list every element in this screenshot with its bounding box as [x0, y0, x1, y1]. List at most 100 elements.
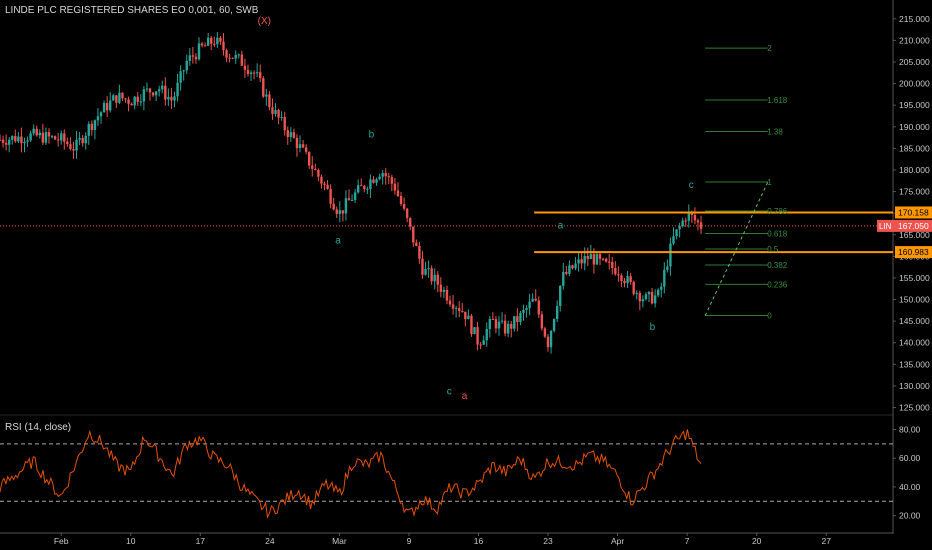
candle: [381, 173, 384, 177]
candle: [50, 136, 54, 138]
fib-trend-line[interactable]: [704, 181, 769, 316]
price-tick-label: 205.000: [899, 57, 930, 67]
candle: [424, 269, 427, 275]
candle: [559, 285, 562, 306]
candle: [479, 344, 482, 346]
candle: [675, 229, 678, 237]
candle: [409, 217, 412, 227]
candle: [304, 147, 308, 152]
price-tick-label: 135.000: [899, 359, 930, 369]
candle: [412, 226, 415, 243]
candle: [540, 314, 544, 329]
candle: [243, 65, 247, 70]
candle: [274, 109, 277, 114]
candle: [503, 320, 507, 334]
candle: [179, 71, 182, 83]
candle: [436, 274, 439, 285]
candle: [601, 258, 605, 260]
candle: [255, 72, 259, 74]
candle: [164, 85, 167, 100]
candle: [681, 220, 684, 227]
candle: [442, 289, 446, 292]
candle: [638, 292, 642, 302]
candle: [387, 176, 390, 178]
wave-label: c: [689, 180, 694, 191]
candle: [626, 276, 629, 284]
candle: [537, 300, 540, 315]
candle: [464, 311, 467, 320]
candle: [210, 37, 213, 44]
chart-title: LINDE PLC REGISTERED SHARES EO 0,001, 60…: [5, 5, 259, 16]
candle: [320, 176, 323, 184]
candle: [90, 123, 94, 131]
candle: [115, 95, 118, 103]
candle: [17, 136, 20, 142]
candle: [366, 188, 369, 190]
candle: [60, 133, 63, 141]
price-tick-label: 140.000: [899, 338, 930, 348]
fib-level-label: 1.618: [767, 96, 788, 105]
candle: [41, 132, 45, 143]
candle: [699, 222, 703, 229]
last-price-badge: [877, 219, 932, 232]
candle: [356, 185, 360, 193]
candle: [185, 60, 188, 71]
candle: [295, 137, 299, 149]
candle: [696, 220, 700, 223]
candle: [136, 96, 139, 102]
level-price-label: 170.158: [898, 207, 929, 217]
price-tick-label: 155.000: [899, 273, 930, 283]
candle: [565, 271, 568, 274]
candle: [470, 315, 473, 335]
candle: [684, 220, 687, 222]
candle: [647, 291, 651, 295]
time-tick-label: 17: [196, 536, 206, 546]
candle: [314, 168, 317, 170]
rsi-line: [0, 429, 702, 519]
candle: [151, 92, 155, 96]
candle: [623, 280, 626, 284]
candle: [47, 132, 51, 137]
candle: [23, 141, 26, 144]
candle: [118, 92, 121, 103]
candle: [87, 123, 90, 136]
candle: [629, 276, 632, 282]
candle: [418, 245, 421, 259]
candle: [112, 95, 115, 101]
time-tick-label: Feb: [54, 536, 69, 546]
candle: [687, 211, 691, 221]
candle: [121, 92, 124, 99]
candle: [32, 128, 35, 134]
rsi-title: RSI (14, close): [5, 422, 72, 433]
last-price-label: 167.050: [898, 221, 929, 231]
candle: [237, 54, 240, 56]
candle: [200, 43, 204, 46]
candle: [608, 261, 611, 263]
candle: [167, 97, 170, 100]
level-price-label: 160.983: [898, 247, 929, 257]
candle: [259, 72, 262, 79]
fib-level-label: 1: [767, 178, 772, 187]
candle: [249, 72, 253, 75]
candle: [11, 135, 14, 140]
candle: [277, 109, 280, 118]
wave-label: c: [447, 387, 452, 398]
level-price-badge: [895, 246, 932, 259]
candle: [157, 89, 161, 92]
candle: [142, 89, 146, 102]
candle: [448, 300, 452, 305]
candle: [182, 70, 185, 72]
candle: [378, 176, 381, 180]
candle: [344, 198, 348, 214]
candle: [188, 55, 192, 61]
price-tick-label: 215.000: [899, 14, 930, 24]
candle: [326, 184, 329, 189]
candle: [99, 112, 103, 117]
candle: [341, 210, 345, 214]
candle: [289, 132, 293, 137]
candle: [35, 128, 38, 136]
candle: [161, 85, 164, 90]
candle: [372, 179, 375, 183]
candle: [580, 259, 583, 264]
